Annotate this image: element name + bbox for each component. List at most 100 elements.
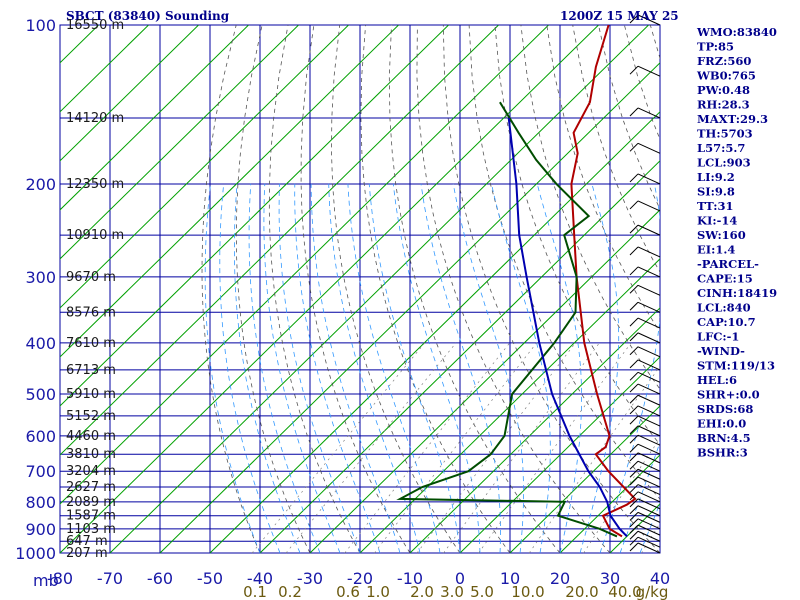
- height-label: 3204 m: [66, 464, 116, 479]
- moist-adiabat-line: [278, 183, 361, 554]
- dry-adiabat-line: [388, 25, 561, 554]
- dry-adiabat-line: [416, 25, 611, 554]
- height-label: 12350 m: [66, 177, 124, 192]
- height-label: 2627 m: [66, 480, 116, 495]
- height-label: 1587 m: [66, 509, 116, 524]
- wind-barb-staff: [637, 468, 661, 480]
- index-entry: TP:85: [697, 40, 734, 54]
- wind-barb-feather: [629, 173, 639, 183]
- wind-barb-staff: [637, 415, 661, 427]
- temperature-tick-label: 30: [600, 569, 620, 588]
- height-label: 4460 m: [66, 429, 116, 444]
- height-label: 10910 m: [66, 228, 124, 243]
- index-entry: STM:119/13: [697, 359, 775, 373]
- wind-barb-staff: [637, 266, 661, 278]
- isotherm-line: [359, 258, 660, 554]
- wind-barb-staff: [637, 346, 661, 358]
- background-grid: [59, 24, 661, 554]
- wind-barb-feather: [629, 246, 639, 256]
- wind-barb-staff: [637, 530, 661, 542]
- wind-barb-staff: [637, 301, 661, 313]
- index-entry: L57:5.7: [697, 141, 745, 155]
- temperature-tick-label: -60: [147, 569, 173, 588]
- index-entry: CINH:18419: [697, 286, 777, 300]
- temperature-tick-label: 20: [550, 569, 570, 588]
- moist-adiabat-line: [392, 183, 481, 554]
- parcel-profile-line: [507, 117, 628, 538]
- temperature-tick-label: -30: [297, 569, 323, 588]
- dry-adiabat-line: [268, 25, 361, 554]
- wind-barb-staff: [637, 536, 661, 548]
- mixing-ratio-label: 1.0: [366, 583, 390, 600]
- dry-adiabat-line: [331, 25, 461, 554]
- isotherm-line: [60, 25, 449, 407]
- wind-barb-feather: [629, 332, 639, 342]
- wind-barb-staff: [637, 524, 661, 536]
- pressure-tick-label: 800: [25, 493, 56, 512]
- wind-barb-staff: [637, 200, 661, 212]
- wind-barb-feather: [629, 224, 639, 234]
- mixing-ratio-label: 0.6: [336, 583, 360, 600]
- dry-adiabat-line: [201, 25, 261, 554]
- isotherm-line: [60, 25, 349, 309]
- dry-adiabat-line: [360, 25, 511, 554]
- index-entry: FRZ:560: [697, 54, 751, 68]
- wind-barb-feather: [629, 468, 639, 478]
- wind-barb-staff: [637, 505, 661, 517]
- index-entry: SRDS:68: [697, 402, 753, 416]
- height-label: 3810 m: [66, 447, 116, 462]
- index-entry: SW:160: [697, 228, 746, 242]
- pressure-tick-label: 400: [25, 334, 56, 353]
- wind-barb-staff: [637, 142, 661, 154]
- height-label: 6713 m: [66, 363, 116, 378]
- isotherm-line: [60, 25, 249, 211]
- wind-barb-staff: [637, 284, 661, 296]
- wind-barb-staff: [637, 246, 661, 258]
- valid-time: 1200Z 15 MAY 25: [560, 9, 679, 23]
- dry-adiabat-line: [442, 25, 660, 554]
- wind-barb-staff: [637, 542, 661, 554]
- index-entry: LI:9.2: [697, 170, 735, 184]
- index-entry: BRN:4.5: [697, 431, 751, 445]
- mixing-ratio-label: 3.0: [440, 583, 464, 600]
- wind-barb-feather: [629, 371, 639, 381]
- wind-barb-staff: [637, 518, 661, 530]
- wind-barb-feather: [629, 266, 639, 276]
- wind-barb-staff: [637, 371, 661, 383]
- profile-lines: [396, 25, 637, 538]
- wind-barb-staff: [637, 498, 661, 510]
- wind-barb-feather: [629, 476, 639, 486]
- isotherm-line: [60, 25, 399, 358]
- wind-barb-staff: [637, 460, 661, 472]
- dry-adiabat-line: [235, 25, 311, 554]
- height-label: 16550 m: [66, 18, 124, 33]
- moist-adiabat-line: [579, 183, 620, 554]
- isotherm-line: [409, 307, 660, 554]
- index-entry: EHI:0.0: [697, 417, 746, 431]
- wind-barb-staff: [637, 443, 661, 455]
- temperature-tick-label: 10: [500, 569, 520, 588]
- index-entry: LCL:903: [697, 156, 751, 170]
- mixing-ratio-label: 2.0: [410, 583, 434, 600]
- height-label: 7610 m: [66, 336, 116, 351]
- mixing-ratio-labels: 0.1 0.2 0.6 1.0 2.0 3.0 5.0 10.0 20.0 40.0g/kg: [243, 583, 668, 600]
- height-label: 207 m: [66, 546, 108, 561]
- mixing-ratio-label: 5.0: [470, 583, 494, 600]
- mixing-ratio-line: [416, 342, 576, 554]
- wind-barb-feather: [629, 415, 639, 425]
- wind-barb-feather: [629, 383, 639, 393]
- pressure-tick-label: 700: [25, 462, 56, 481]
- wind-barb-feather: [629, 512, 639, 521]
- wind-barb-staff: [637, 317, 661, 329]
- pressure-tick-label: 600: [25, 427, 56, 446]
- isotherm-line: [509, 405, 660, 554]
- wind-barb-feather: [629, 524, 639, 534]
- height-label: 8576 m: [66, 305, 116, 320]
- mixing-ratio-line: [529, 365, 660, 554]
- temperature-tick-label: -40: [247, 569, 273, 588]
- thermo-lines: [60, 25, 660, 554]
- mixing-ratio-line: [285, 342, 457, 554]
- index-entry: CAPE:15: [697, 272, 753, 286]
- mixing-ratio-line: [374, 342, 537, 554]
